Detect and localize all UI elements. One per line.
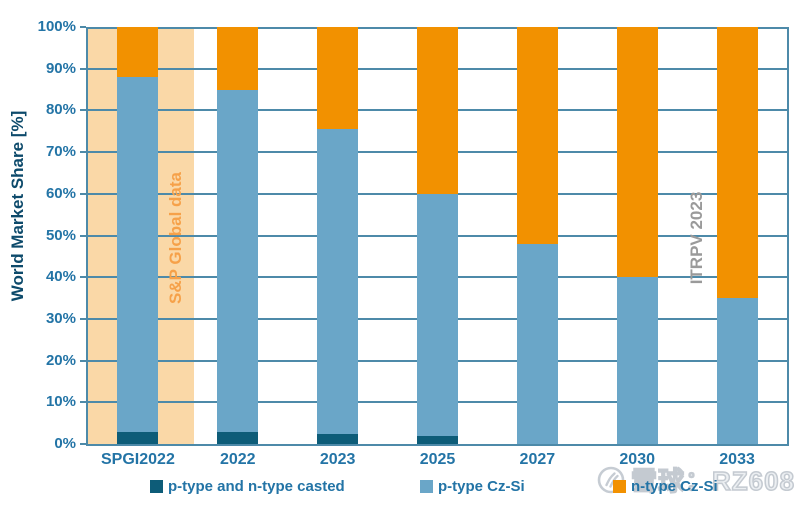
annotation-sp-global: S&P Global data xyxy=(166,172,185,304)
annotation-itrpv: ITRPV 2023 xyxy=(687,191,706,285)
bar-segment xyxy=(317,433,359,444)
bar-group xyxy=(217,27,259,444)
legend-item: p-type Cz-Si xyxy=(420,478,525,495)
bar-segment xyxy=(417,435,458,444)
bar-segment xyxy=(317,129,359,434)
y-tick-mark xyxy=(80,443,86,445)
x-tick-label: 2030 xyxy=(619,451,655,468)
y-tick-label: 90% xyxy=(45,59,76,77)
legend-swatch xyxy=(420,480,433,493)
legend-label: p-type and n-type casted xyxy=(168,478,345,495)
bar-segment xyxy=(716,298,758,444)
y-tick-mark xyxy=(80,359,86,362)
x-tick-label: 2033 xyxy=(719,451,755,468)
y-tick-mark xyxy=(80,151,86,154)
legend-item: p-type and n-type casted xyxy=(150,478,345,495)
y-tick-mark xyxy=(80,234,86,237)
plot-area xyxy=(86,27,789,446)
x-tick-label: SPGI2022 xyxy=(101,451,175,468)
xueqiu-logo-icon xyxy=(597,466,625,493)
y-tick-label: 40% xyxy=(45,268,76,286)
y-tick-label: 80% xyxy=(45,101,76,119)
bar-segment xyxy=(716,27,758,299)
bar-segment xyxy=(616,27,658,278)
watermark: 雪球：RZ608 xyxy=(596,461,795,498)
y-tick-mark xyxy=(80,401,86,404)
bar-segment xyxy=(417,193,458,436)
bar-group xyxy=(716,27,758,444)
y-tick-label: 70% xyxy=(45,143,76,161)
bar-segment xyxy=(117,77,159,432)
bar-group xyxy=(516,27,558,444)
y-tick-mark xyxy=(80,26,86,28)
y-tick-label: 0% xyxy=(54,435,76,452)
bar-segment xyxy=(117,27,159,78)
y-tick-label: 60% xyxy=(45,184,76,202)
x-tick-label: 2023 xyxy=(319,451,356,468)
y-tick-label: 100% xyxy=(37,18,76,35)
y-tick-label: 50% xyxy=(45,226,76,244)
y-tick-mark xyxy=(80,192,86,195)
bar-segment xyxy=(516,27,558,244)
bar-segment xyxy=(217,27,259,90)
y-tick-mark xyxy=(80,317,86,320)
bar-segment xyxy=(417,27,458,194)
legend-swatch xyxy=(613,480,626,493)
legend-swatch xyxy=(150,480,163,493)
x-tick-label: 2022 xyxy=(219,451,256,468)
legend-item: n-type Cz-Si xyxy=(613,478,718,495)
legend-label: p-type Cz-Si xyxy=(438,478,525,495)
y-tick-label: 20% xyxy=(45,351,76,369)
legend-label: n-type Cz-Si xyxy=(631,478,718,495)
bar-group xyxy=(317,27,359,444)
y-tick-mark xyxy=(80,276,86,279)
y-tick-label: 30% xyxy=(45,309,76,327)
bar-segment xyxy=(616,277,658,444)
y-tick-mark xyxy=(80,67,86,70)
bar-segment xyxy=(117,431,159,444)
y-tick-label: 10% xyxy=(45,393,76,411)
watermark-text: 雪球：RZ608 xyxy=(630,465,796,497)
bar-segment xyxy=(317,27,359,130)
bar-segment xyxy=(217,89,259,432)
bar-group xyxy=(417,27,458,444)
y-tick-mark xyxy=(80,109,86,112)
bar-group xyxy=(616,27,658,444)
bar-segment xyxy=(217,431,259,444)
x-tick-label: 2025 xyxy=(419,451,456,468)
x-tick-label: 2027 xyxy=(519,451,556,468)
bar-group xyxy=(117,27,159,444)
bar-segment xyxy=(516,243,558,444)
